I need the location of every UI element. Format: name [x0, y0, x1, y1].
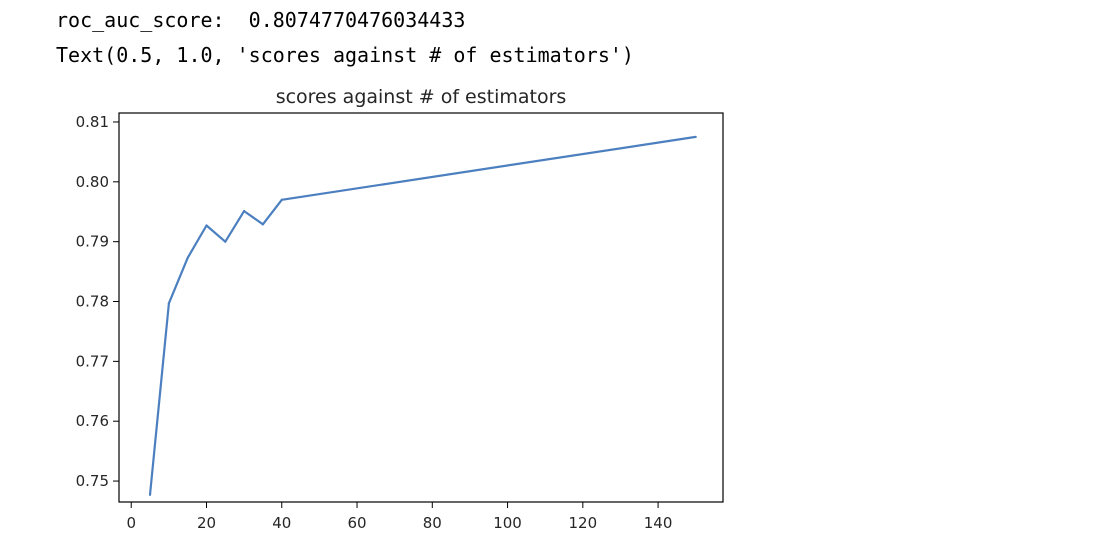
- text-repr-output-line: Text(0.5, 1.0, 'scores against # of esti…: [56, 43, 634, 67]
- x-tick-label: 40: [272, 514, 291, 532]
- y-tick-label: 0.81: [76, 113, 109, 131]
- data-point: [694, 135, 697, 139]
- x-tick-label: 120: [568, 514, 597, 532]
- x-tick-label: 140: [644, 514, 673, 532]
- data-point: [280, 198, 283, 201]
- x-tick-label: 100: [493, 514, 522, 532]
- chart-title: scores against # of estimators: [276, 86, 567, 108]
- roc-auc-output-line: roc_auc_score: 0.8074770476034433: [56, 8, 466, 32]
- data-point: [243, 210, 246, 213]
- y-tick-label: 0.75: [76, 472, 109, 490]
- x-tick-label: 0: [126, 514, 136, 532]
- data-point: [167, 302, 170, 305]
- data-point: [224, 240, 227, 243]
- y-tick-label: 0.80: [76, 173, 109, 191]
- y-tick-label: 0.78: [76, 293, 109, 311]
- y-tick-label: 0.79: [76, 233, 109, 251]
- x-tick-label: 20: [197, 514, 216, 532]
- data-point: [205, 224, 208, 227]
- plot-area: 0 20 40 60 80 100 120 140 0.75 0.76 0.77 0.78 0.79 0.…: [76, 113, 697, 532]
- axes-frame: [118, 112, 724, 503]
- x-tick-label: 80: [423, 514, 442, 532]
- y-tick-label: 0.77: [76, 352, 109, 370]
- data-point: [148, 493, 152, 496]
- y-tick-label: 0.76: [76, 412, 109, 430]
- data-point: [186, 256, 189, 259]
- series-line: [148, 135, 696, 495]
- x-tick-label: 60: [347, 514, 366, 532]
- data-point: [261, 223, 265, 226]
